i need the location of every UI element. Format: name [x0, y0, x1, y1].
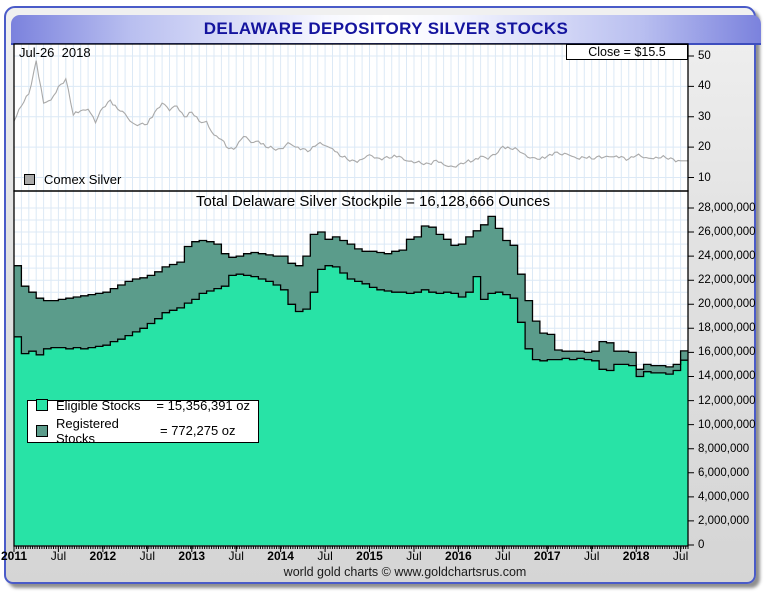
- title-bar: DELAWARE DEPOSITORY SILVER STOCKS: [11, 15, 761, 45]
- window-title: DELAWARE DEPOSITORY SILVER STOCKS: [203, 19, 569, 38]
- eligible-area: [14, 265, 688, 546]
- comex-silver-line: [14, 60, 688, 168]
